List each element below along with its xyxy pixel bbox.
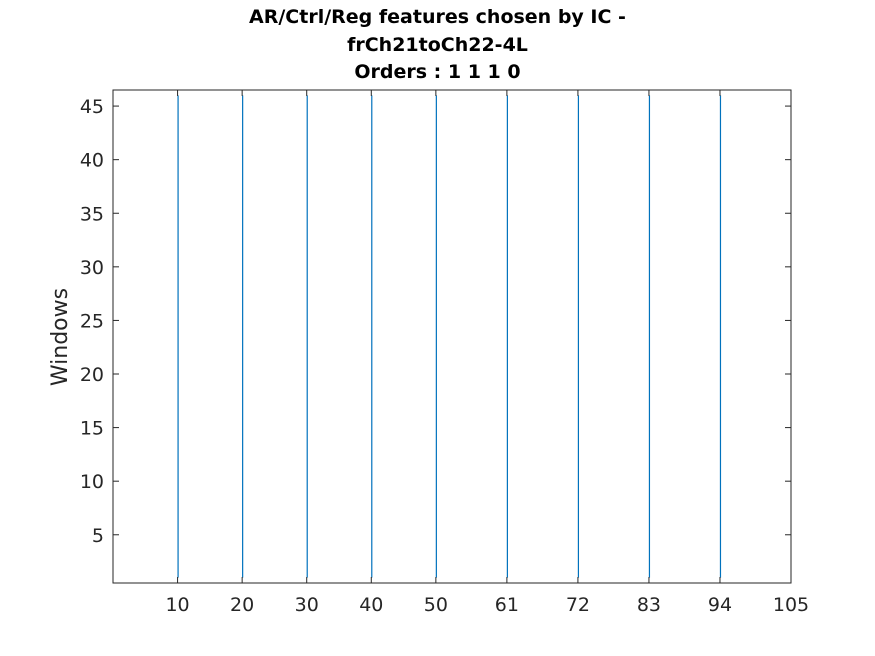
y-tick-label: 25 (80, 310, 104, 332)
x-tick-label: 30 (295, 594, 319, 616)
x-tick-label: 105 (773, 594, 809, 616)
x-tick-label: 72 (566, 594, 590, 616)
y-tick-label: 35 (80, 203, 104, 225)
y-tick-label: 5 (92, 525, 104, 547)
x-tick-label: 61 (495, 594, 519, 616)
y-axis-ticks: 5 10 15 20 25 30 35 40 45 (80, 96, 791, 547)
x-axis-ticks: 10 20 30 40 50 61 72 83 94 105 (165, 90, 809, 616)
y-tick-label: 10 (80, 471, 104, 493)
y-tick-label: 45 (80, 96, 104, 118)
chart-title-line-1: AR/Ctrl/Reg features chosen by IC - (249, 6, 626, 28)
x-tick-label: 40 (359, 594, 383, 616)
chart-title-line-3: Orders : 1 1 1 0 (354, 61, 521, 83)
x-tick-label: 50 (424, 594, 448, 616)
y-tick-label: 15 (80, 418, 104, 440)
y-tick-label: 20 (80, 364, 104, 386)
y-tick-label: 40 (80, 150, 104, 172)
chart-title-line-2: frCh21toCh22-4L (347, 34, 528, 56)
y-axis-label: Windows (48, 288, 73, 386)
x-tick-label: 10 (165, 594, 189, 616)
x-tick-label: 83 (637, 594, 661, 616)
series-lines (177, 95, 722, 578)
plot-area (112, 89, 792, 584)
x-tick-label: 94 (708, 594, 732, 616)
y-tick-label: 30 (80, 257, 104, 279)
x-tick-label: 20 (230, 594, 254, 616)
